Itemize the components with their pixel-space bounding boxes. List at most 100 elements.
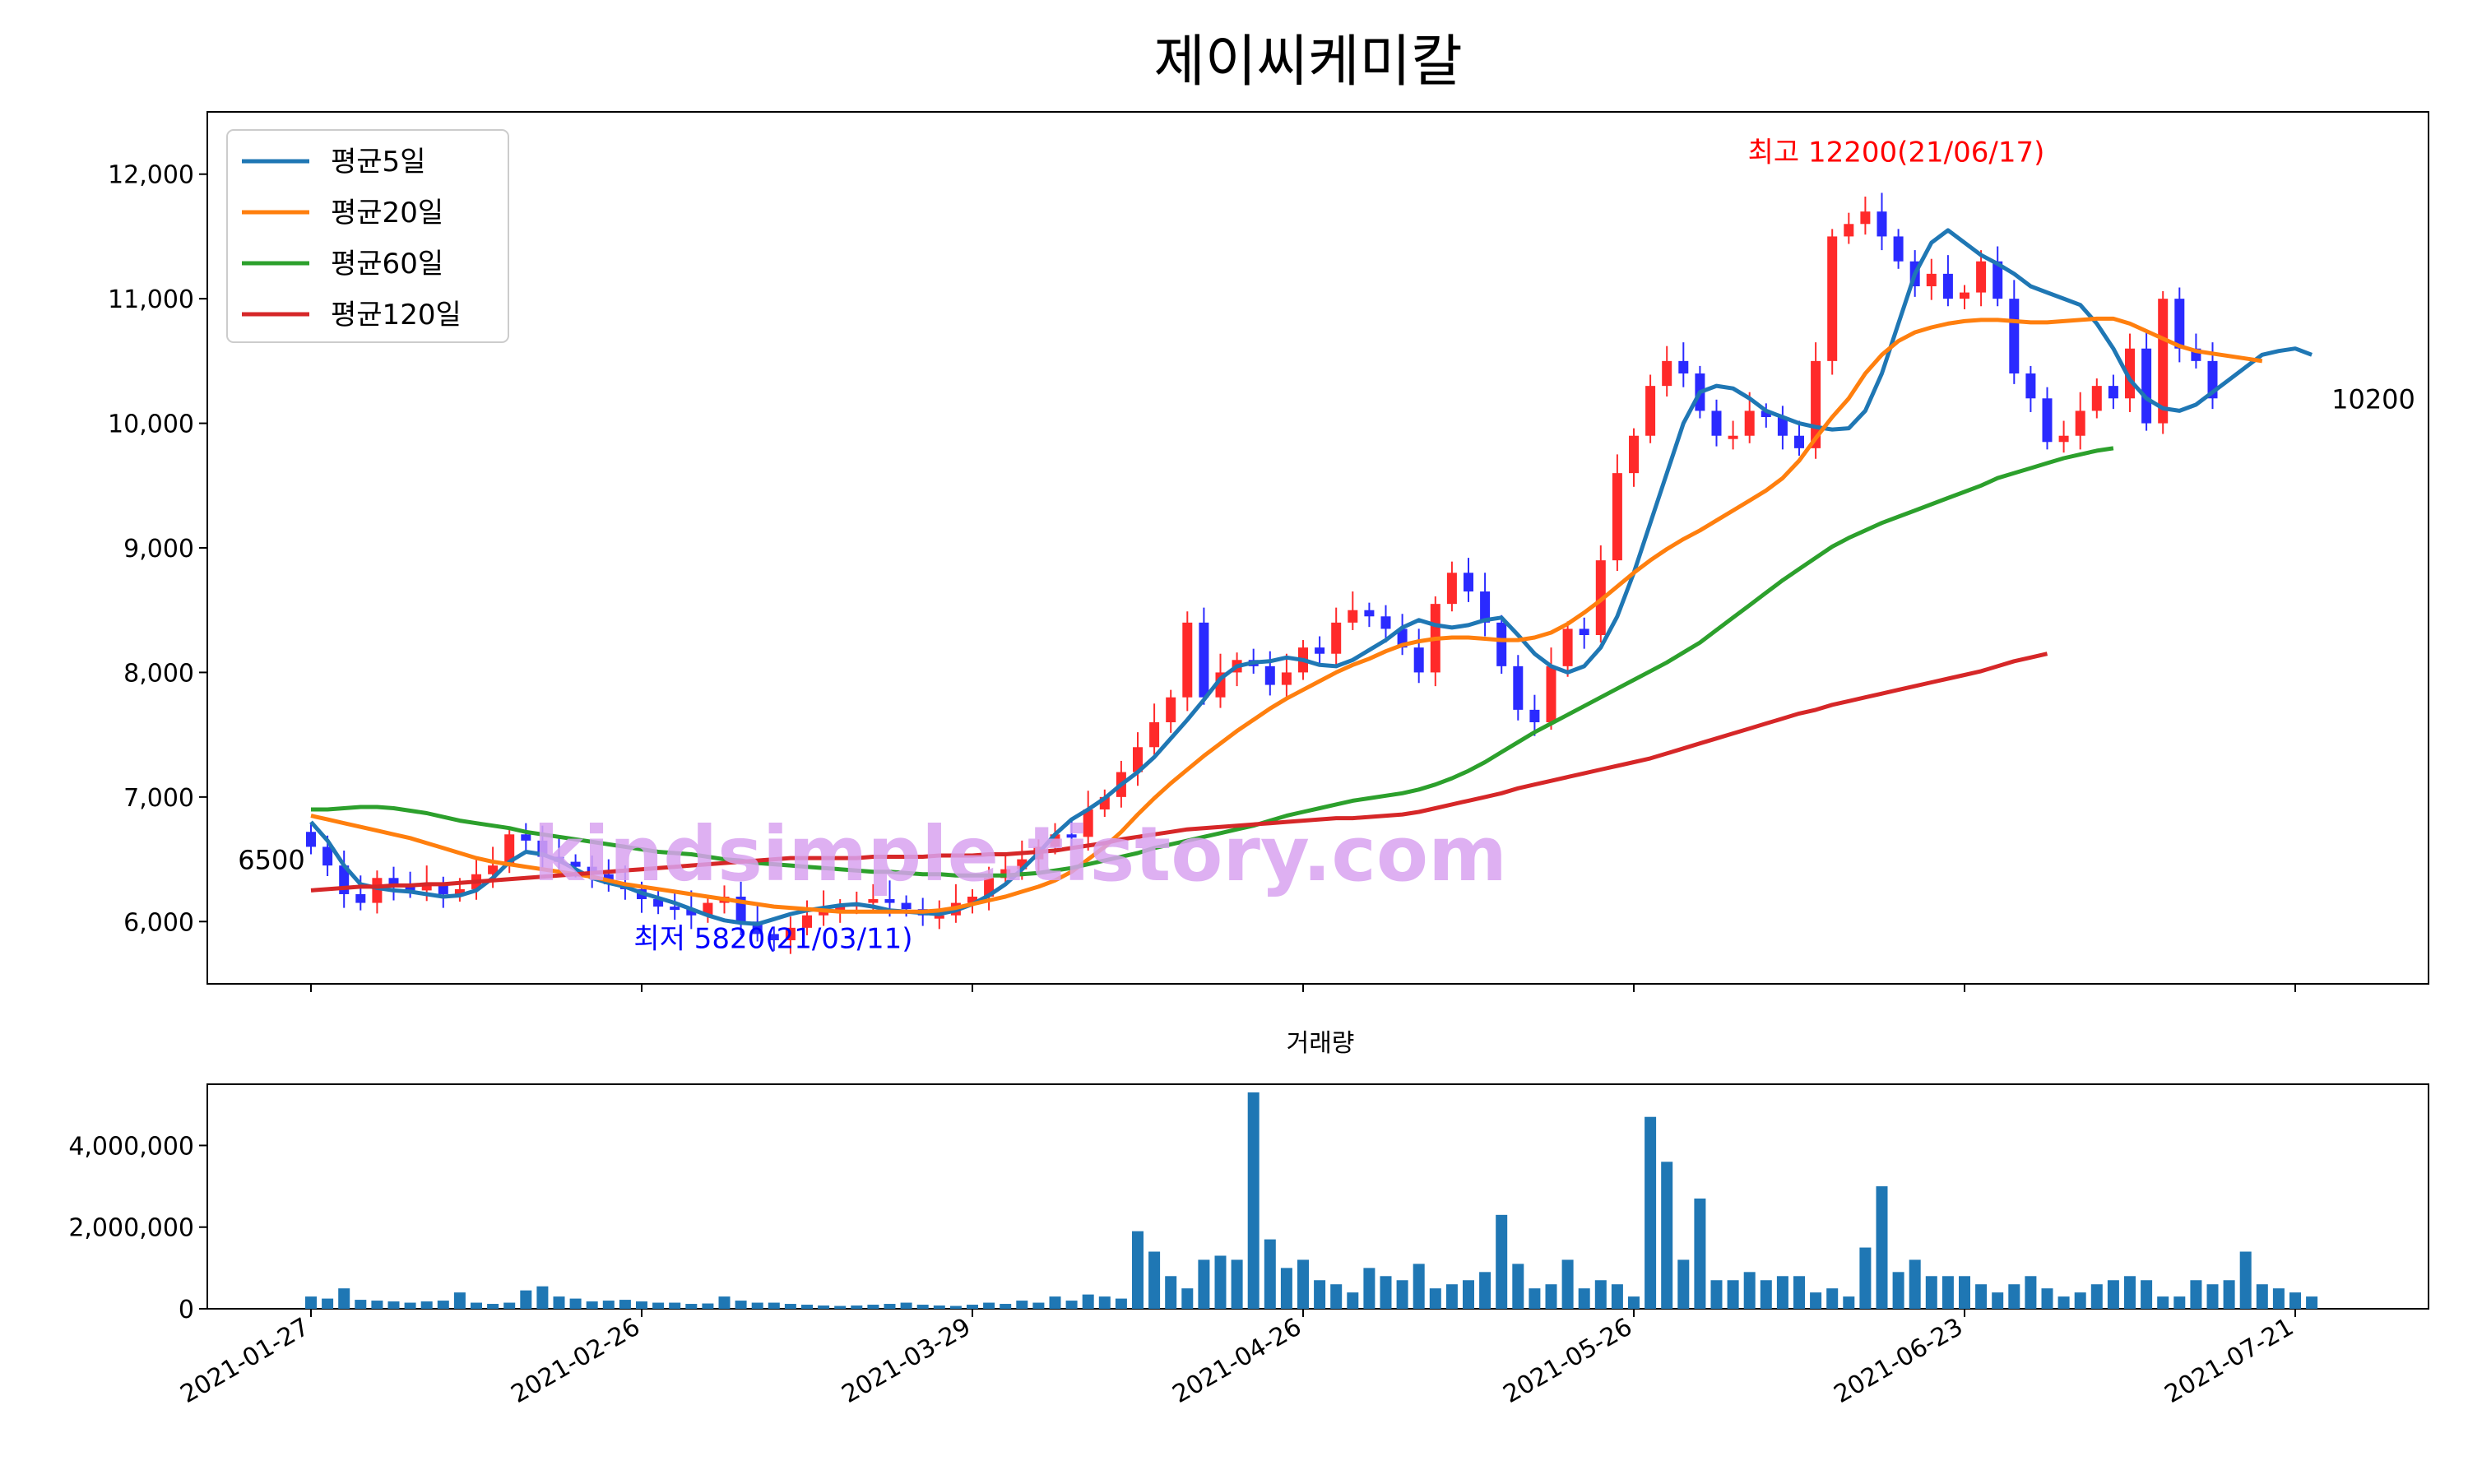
candle-body <box>1844 224 1854 237</box>
low-price-label: 최저 5820(21/03/11) <box>633 923 912 956</box>
volume-bar <box>355 1300 367 1309</box>
candle-body <box>2058 435 2069 443</box>
candle-body <box>306 832 316 847</box>
volume-bar <box>1347 1292 1359 1309</box>
volume-bar <box>1198 1259 1210 1309</box>
price-y-axis: 6,000 7,000 8,000 9,000 10,000 11,000 12,000 <box>108 161 207 937</box>
candle-body <box>1960 292 1969 299</box>
volume-bar <box>718 1296 731 1309</box>
volume-bar <box>1810 1292 1822 1309</box>
volume-bar <box>735 1301 747 1309</box>
candlesticks <box>306 192 2218 954</box>
candle-body <box>2125 348 2135 399</box>
candle-body <box>2042 398 2053 443</box>
volume-bar <box>1975 1284 1988 1309</box>
price-y-tick-label: 11,000 <box>108 285 194 314</box>
volume-bar <box>1032 1302 1045 1309</box>
candle-body <box>1678 360 1689 373</box>
candle-body <box>2075 410 2085 436</box>
volume-bar <box>685 1304 698 1309</box>
volume-bar <box>751 1302 763 1309</box>
volume-bar <box>2190 1280 2202 1309</box>
volume-bar <box>1496 1214 1508 1309</box>
volume-bar <box>338 1288 350 1309</box>
candle-body <box>2141 348 2152 424</box>
volume-bar <box>1314 1280 1326 1309</box>
legend-label-2: 평균20일 <box>331 197 443 230</box>
candle-body <box>1662 360 1672 387</box>
volume-bar <box>900 1302 912 1309</box>
candle-body <box>438 883 448 894</box>
candle-body <box>421 883 432 891</box>
price-y-tick-label: 8,000 <box>123 659 194 688</box>
volume-bar <box>520 1290 532 1309</box>
volume-bar <box>2272 1288 2285 1309</box>
candle-body <box>1926 273 1937 286</box>
x-tick-label: 2021-04-26 <box>1168 1313 1306 1409</box>
candle-body <box>1728 435 1738 439</box>
candle-body <box>1877 211 1887 237</box>
candle-body <box>1976 261 1987 293</box>
volume-bar <box>387 1301 400 1309</box>
candle-body <box>802 915 812 928</box>
candle-body <box>934 915 944 919</box>
volume-bar <box>1463 1280 1474 1309</box>
candle-body <box>1149 722 1160 748</box>
end-price-label: 10200 <box>2331 383 2415 415</box>
volume-bar <box>1992 1292 2004 1309</box>
candle-body <box>884 899 895 903</box>
volume-bar <box>1661 1162 1673 1309</box>
volume-bar <box>553 1296 565 1309</box>
candle-body <box>1794 435 1804 448</box>
price-annotations: 최고 12200(21/06/17) 최저 5820(21/03/11) 6500 1… <box>238 136 2415 955</box>
price-y-tick-label: 6,000 <box>123 908 194 937</box>
volume-bar <box>1628 1296 1640 1309</box>
volume-bar <box>768 1302 780 1309</box>
volume-bar <box>1826 1288 1839 1309</box>
high-price-label: 최고 12200(21/06/17) <box>1748 136 2045 169</box>
candle-body <box>686 909 697 916</box>
volume-bar <box>1330 1284 1343 1309</box>
volume-bar <box>2008 1284 2020 1309</box>
volume-y-tick-label: 0 <box>179 1296 194 1324</box>
volume-bar <box>2074 1292 2086 1309</box>
candle-body <box>405 886 415 891</box>
volume-bar <box>1016 1301 1028 1309</box>
price-y-tick-label: 10,000 <box>108 410 194 439</box>
volume-bar <box>2206 1284 2219 1309</box>
volume-bar <box>916 1305 929 1309</box>
x-tick-label: 2021-07-21 <box>2160 1313 2299 1409</box>
volume-bar <box>1941 1276 1954 1309</box>
candle-body <box>785 927 796 940</box>
legend-box <box>226 129 509 343</box>
price-y-tick-label: 12,000 <box>108 161 194 190</box>
volume-y-tick-label: 2,000,000 <box>68 1214 194 1243</box>
candle-body <box>2174 299 2185 349</box>
volume-y-axis: 0 2,000,000 4,000,000 <box>68 1132 207 1324</box>
volume-bar <box>1859 1247 1872 1309</box>
volume-bar <box>884 1304 896 1309</box>
volume-title: 거래량 <box>1287 1029 1355 1058</box>
candle-body <box>1612 473 1622 561</box>
candle-body <box>967 897 977 903</box>
volume-bar <box>933 1305 945 1309</box>
volume-bar <box>1645 1116 1657 1309</box>
candle-body <box>1711 410 1722 436</box>
volume-bar <box>1611 1284 1623 1309</box>
volume-bar <box>2239 1251 2252 1309</box>
volume-bar <box>2223 1280 2235 1309</box>
volume-bar <box>1115 1298 1127 1309</box>
candle-body <box>1629 435 1639 474</box>
volume-bar <box>1545 1284 1557 1309</box>
candle-body <box>868 899 879 903</box>
volume-bar <box>536 1286 549 1309</box>
candle-body <box>1315 647 1325 654</box>
volume-bar <box>1694 1198 1706 1309</box>
candle-body <box>454 888 465 894</box>
candle-body <box>521 834 531 841</box>
date-x-axis: 2021-01-27 2021-02-26 2021-03-29 2021-04-26… <box>176 984 2299 1409</box>
candle-body <box>1645 386 1656 436</box>
volume-bar <box>1594 1280 1607 1309</box>
x-tick-label: 2021-03-29 <box>837 1313 976 1409</box>
